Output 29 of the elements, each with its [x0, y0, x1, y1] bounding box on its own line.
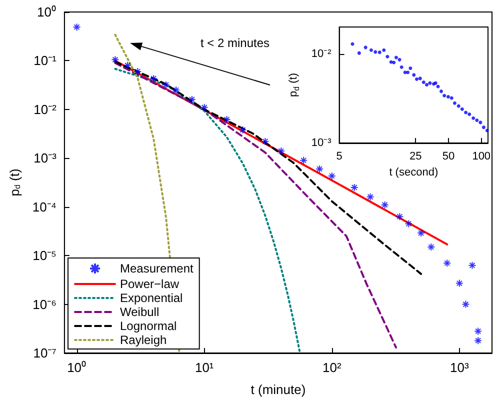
legend-label: Exponential: [120, 291, 183, 305]
legend-label: Weibull: [120, 305, 160, 319]
y-tick-label: 10⁰: [36, 4, 56, 20]
x-tick-label: 10²: [322, 360, 342, 375]
y-tick-label: 10⁻⁷: [33, 346, 57, 360]
y-axis-title: pd (t): [288, 72, 301, 98]
legend-label: Lognormal: [120, 319, 177, 333]
legend-label: Rayleigh: [120, 333, 167, 347]
x-tick-label: 25: [410, 150, 422, 162]
y-tick-label: 10⁻³: [34, 150, 58, 166]
y-tick-label: 10⁻³: [311, 137, 332, 149]
annotation: t < 2 minutes: [200, 36, 270, 50]
y-tick-label: 10⁻¹: [34, 53, 58, 68]
x-tick-label: 100: [472, 150, 491, 162]
y-axis-title: pd (t): [7, 168, 22, 196]
legend-label: Power−law: [120, 277, 180, 291]
x-tick-label: 10³: [450, 360, 470, 375]
y-tick-label: 10⁻⁶: [32, 296, 56, 312]
x-tick-label: 5: [336, 150, 342, 162]
y-tick-label: 10⁻⁵: [32, 248, 56, 264]
x-tick-label: 10⁰: [67, 360, 87, 375]
x-axis-title: t (minute): [250, 382, 306, 397]
y-tick-label: 10⁻⁴: [32, 199, 56, 214]
legend-label: Measurement: [120, 262, 194, 276]
x-axis-title: t (second): [389, 166, 438, 178]
y-tick-label: 10⁻²: [34, 102, 58, 117]
x-tick-label: 50: [442, 150, 455, 162]
x-tick-label: 10¹: [194, 360, 214, 375]
y-tick-label: 10⁻²: [311, 48, 332, 60]
